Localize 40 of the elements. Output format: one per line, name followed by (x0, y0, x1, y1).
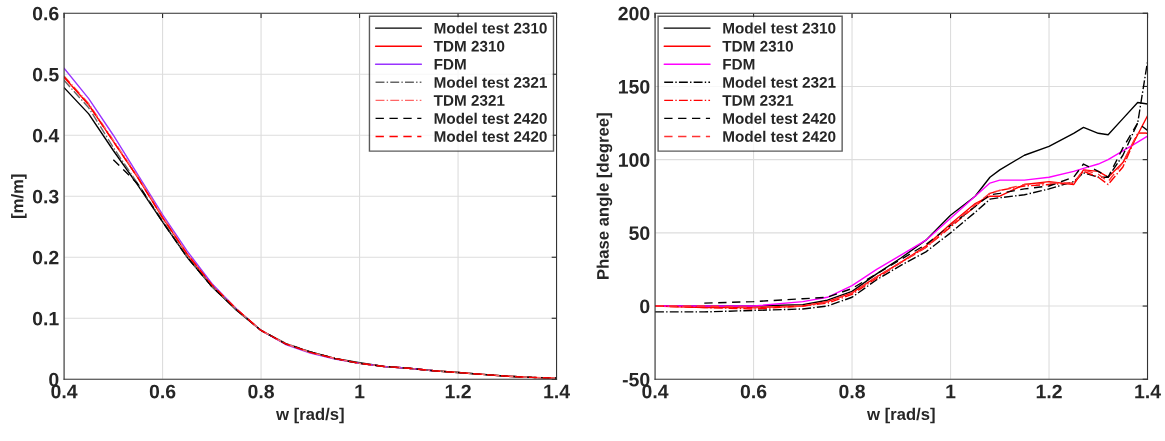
x-tick-label: 1 (355, 384, 365, 399)
y-tick-label: 100 (618, 153, 650, 167)
y-tick-label: 0.3 (32, 189, 59, 204)
y-axis-title: Phase angle [degree] (596, 113, 613, 279)
legend-label: Model test 2310 (434, 22, 547, 34)
y-tick-label: 50 (629, 226, 650, 241)
x-tick-label: 0.6 (149, 384, 176, 399)
y-tick-label: 0.4 (32, 128, 60, 143)
legend-label: Model test 2420 (723, 130, 836, 142)
legend-label: TDM 2321 (722, 95, 794, 106)
legend-label: FDM (434, 59, 466, 70)
legend-label: Model test 2420 (723, 112, 836, 124)
x-tick-label: 1.4 (1135, 384, 1161, 399)
y-tick-label: 150 (618, 79, 650, 94)
y-tick-label: 0 (640, 299, 650, 314)
x-tick-label: 0.8 (839, 384, 865, 399)
line-series (655, 60, 1148, 313)
legend-label: Model test 2321 (434, 76, 547, 88)
y-tick-label: 0.6 (32, 6, 59, 21)
y-tick-label: 0.1 (32, 311, 59, 326)
y-tick-label: 0.2 (32, 250, 59, 265)
x-tick-label: 1.2 (1036, 384, 1062, 399)
x-tick-label: 0.6 (740, 384, 767, 399)
x-tick-label: 1.2 (445, 384, 471, 399)
x-tick-label: 0.8 (248, 384, 274, 399)
legend-label: TDM 2321 (433, 95, 505, 106)
y-tick-label: 0.5 (32, 67, 59, 82)
legend-label: TDM 2310 (722, 40, 793, 52)
x-tick-label: 1.4 (544, 384, 570, 399)
legend-label: Model test 2420 (434, 112, 547, 124)
legend-label: FDM (723, 59, 755, 70)
legend-label: TDM 2310 (433, 40, 505, 52)
x-tick-label: 1 (946, 384, 956, 399)
legend-label: Model test 2420 (434, 130, 547, 142)
y-axis-title: [m/m] (11, 174, 27, 218)
y-tick-label: 200 (618, 6, 650, 21)
x-axis-title: w [rad/s] (866, 407, 935, 424)
x-axis-title: w [rad/s] (276, 407, 344, 424)
legend-label: Model test 2321 (723, 76, 836, 88)
legend-label: Model test 2310 (723, 22, 836, 34)
